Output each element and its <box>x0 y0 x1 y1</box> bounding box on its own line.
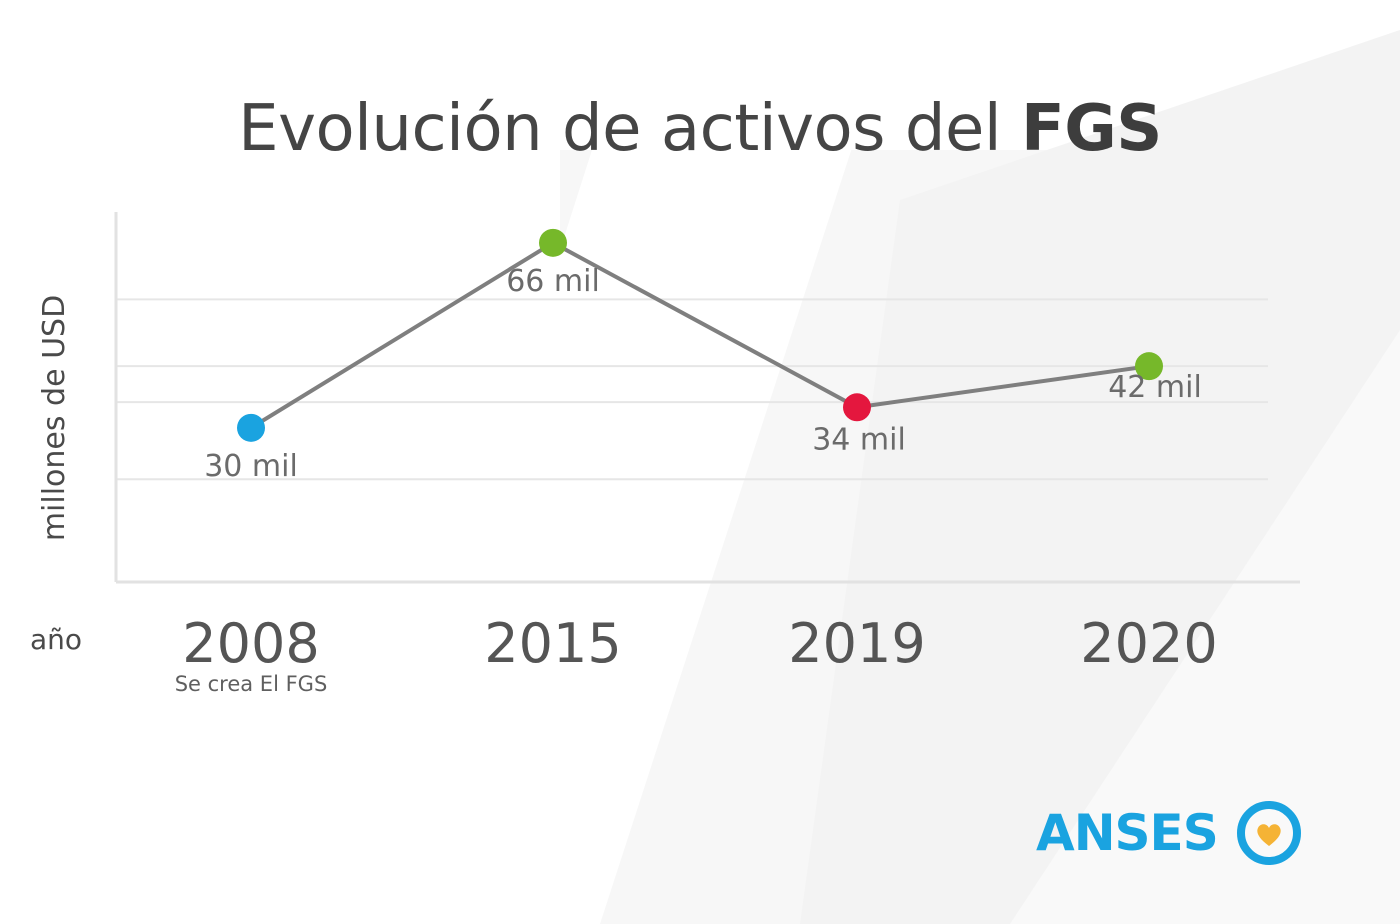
data-label-2019: 34 mil <box>812 422 906 457</box>
x-axis-label: año <box>30 623 82 656</box>
chart-title: Evolución de activos del FGS <box>238 92 1162 166</box>
brand-name: ANSES <box>1036 804 1219 862</box>
data-point-2008 <box>237 413 265 442</box>
data-point-2015 <box>539 228 567 257</box>
x-tick-label-2020: 2020 <box>1080 612 1217 675</box>
heart-circle-icon <box>1236 801 1301 865</box>
series-line <box>249 240 1150 430</box>
grid-lines <box>116 298 1268 481</box>
data-point-2020 <box>1135 352 1163 381</box>
data-label-2020: 42 mil <box>1108 370 1202 405</box>
annotation-2008: Se crea El FGS <box>175 672 328 696</box>
y-axis-label: millones de USD <box>37 295 72 541</box>
x-tick-label-2019: 2019 <box>788 612 925 675</box>
data-label-2008: 30 mil <box>204 449 298 484</box>
data-label-2015: 66 mil <box>506 264 600 299</box>
data-point-2019 <box>843 393 871 422</box>
x-tick-label-2015: 2015 <box>484 612 621 675</box>
anses-logo: ANSES <box>1036 798 1302 868</box>
x-tick-label-2008: 2008 <box>182 612 319 675</box>
series-polyline <box>249 240 1150 430</box>
